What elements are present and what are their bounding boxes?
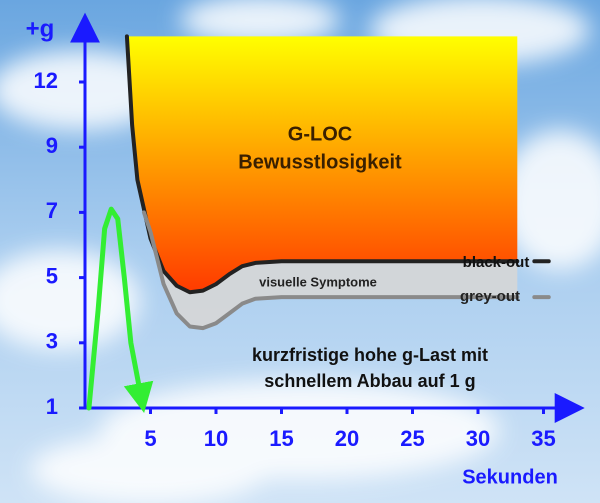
y-tick-label: 7 — [46, 198, 58, 223]
series-line — [86, 206, 154, 413]
x-tick-label: 20 — [335, 426, 359, 451]
y-tick-label: 3 — [46, 329, 58, 354]
legend-label: black-out — [463, 254, 530, 271]
x-tick-label: 15 — [269, 426, 293, 451]
annotation: kurzfristige hohe g-Last mit — [252, 345, 488, 365]
x-tick-label: 35 — [531, 426, 555, 451]
x-tick-label: 30 — [466, 426, 490, 451]
region-label: G-LOC — [288, 123, 352, 145]
symptom-band — [143, 212, 518, 329]
y-tick-label: 9 — [46, 133, 58, 158]
x-tick-label: 25 — [400, 426, 424, 451]
x-axis-label: Sekunden — [462, 466, 558, 488]
y-tick-label: 1 — [46, 394, 58, 419]
region-label: visuelle Symptome — [259, 274, 377, 289]
x-tick-label: 5 — [144, 426, 156, 451]
series-line — [141, 210, 520, 331]
y-axis-label: +g — [26, 15, 55, 42]
y-tick-label: 12 — [34, 68, 58, 93]
annotation: schnellem Abbau auf 1 g — [264, 371, 475, 391]
region-label: Bewusstlosigkeit — [238, 151, 402, 173]
x-tick-label: 10 — [204, 426, 228, 451]
gloc-region — [126, 36, 518, 293]
y-tick-label: 5 — [46, 263, 58, 288]
legend-label: grey-out — [460, 288, 520, 305]
